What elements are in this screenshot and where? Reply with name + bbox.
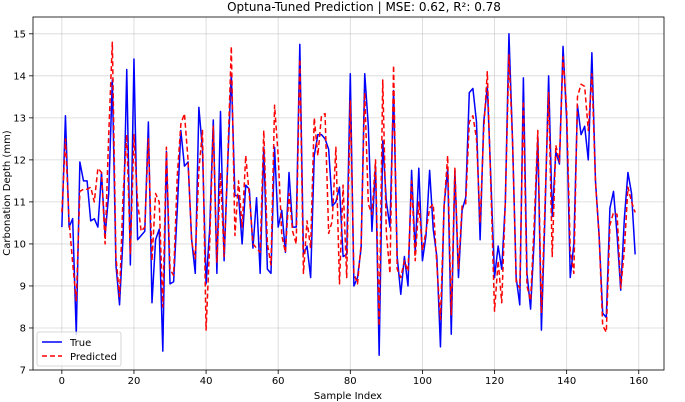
legend: True Predicted <box>36 331 122 367</box>
x-tick-label: 40 <box>200 376 213 387</box>
plot-area-frame <box>32 16 665 371</box>
y-tick-label: 9 <box>20 281 26 292</box>
y-tick-label: 15 <box>13 29 26 40</box>
legend-label-predicted: Predicted <box>70 352 117 363</box>
y-tick-label: 12 <box>13 155 26 166</box>
series-layer <box>61 33 636 357</box>
y-tick-label: 8 <box>20 323 26 334</box>
y-tick-label: 13 <box>13 113 26 124</box>
x-tick-label: 0 <box>59 376 65 387</box>
x-tick-label: 80 <box>344 376 357 387</box>
y-tick-label: 7 <box>20 366 26 377</box>
x-tick-label: 120 <box>485 376 504 387</box>
x-tick-label: 140 <box>557 376 576 387</box>
legend-box <box>36 331 122 367</box>
y-tick-label: 11 <box>13 197 26 208</box>
x-axis-label: Sample Index <box>314 391 382 402</box>
y-tick-label: 14 <box>13 71 26 82</box>
x-tick-label: 160 <box>629 376 648 387</box>
x-tick-label: 20 <box>128 376 141 387</box>
x-axis-ticks: 0 20 40 60 80 100 120 140 160 <box>59 370 648 387</box>
chart-title: Optuna-Tuned Prediction | MSE: 0.62, R²:… <box>227 0 501 14</box>
y-tick-label: 10 <box>13 239 26 250</box>
y-axis-label: Carbonation Depth (mm) <box>2 130 13 256</box>
legend-label-true: True <box>69 338 91 349</box>
y-axis-ticks: 7 8 9 10 11 12 13 14 15 <box>13 29 33 377</box>
series-line-predicted <box>61 41 636 333</box>
x-tick-label: 100 <box>413 376 432 387</box>
x-tick-label: 60 <box>272 376 285 387</box>
